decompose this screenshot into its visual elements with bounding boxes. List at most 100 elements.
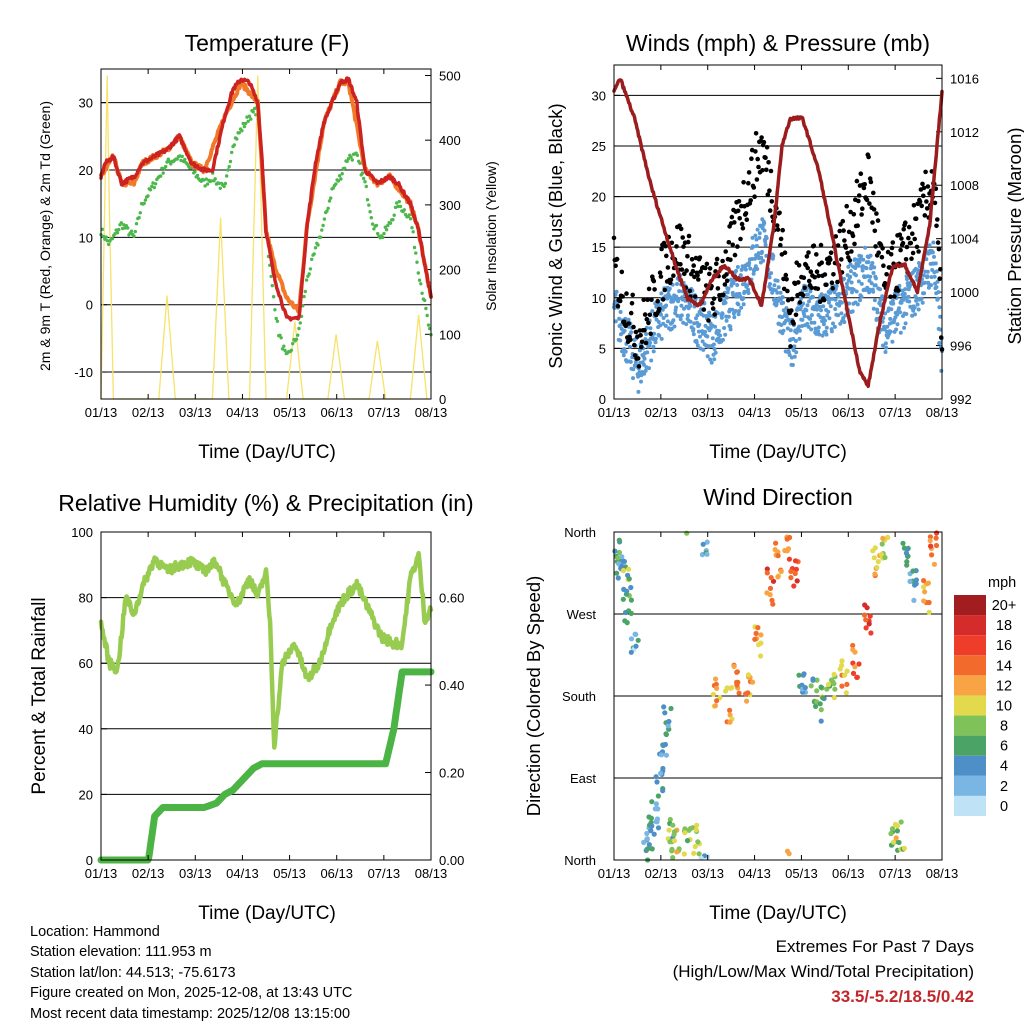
dewpoint-point xyxy=(142,201,146,206)
sonic-wind-point xyxy=(643,337,648,342)
gust-point xyxy=(723,249,728,254)
direction-point xyxy=(648,828,654,834)
gust-point xyxy=(888,294,893,300)
direction-point xyxy=(649,799,655,805)
sonic-wind-point xyxy=(905,277,909,282)
dewpoint-point xyxy=(146,194,150,198)
temperature-ylabel-left: 2m & 9m T (Red, Orange) & 2m Td (Green) xyxy=(37,101,53,371)
sonic-wind-point xyxy=(936,290,941,295)
direction-point xyxy=(663,752,670,758)
dewpoint-point xyxy=(355,153,360,157)
legend-label: 14 xyxy=(996,658,1012,674)
gust-point xyxy=(740,226,746,231)
gust-point xyxy=(849,249,854,254)
temperature-xtick-label: 08/13 xyxy=(415,405,448,420)
sonic-wind-point xyxy=(709,360,714,365)
humidity-xtick-label: 08/13 xyxy=(415,866,448,881)
sonic-wind-point xyxy=(722,326,727,330)
direction-point xyxy=(665,723,671,729)
sonic-wind-point xyxy=(857,260,862,265)
gust-point xyxy=(906,235,911,241)
sonic-wind-point xyxy=(706,344,711,349)
gust-point xyxy=(655,298,660,304)
dewpoint-point xyxy=(397,199,401,204)
sonic-wind-point xyxy=(808,316,813,321)
winds-ytick-label: 5 xyxy=(599,341,606,356)
dewpoint-point xyxy=(386,223,390,228)
direction-point xyxy=(904,562,910,568)
sonic-wind-point xyxy=(644,332,649,336)
gust-point xyxy=(714,256,720,262)
legend-label: 0 xyxy=(1000,799,1008,815)
gust-point xyxy=(767,208,773,213)
sonic-wind-point xyxy=(809,320,814,325)
dewpoint-point xyxy=(241,121,245,126)
dewpoint-point xyxy=(340,172,344,176)
direction-point xyxy=(684,838,691,844)
station-elevation: Station elevation: 111.953 m xyxy=(30,944,212,961)
sonic-wind-point xyxy=(705,334,710,339)
gust-point xyxy=(800,292,806,298)
gust-point xyxy=(728,257,733,263)
direction-ytick-label: East xyxy=(570,771,596,786)
direction-point xyxy=(796,672,802,678)
sonic-wind-point xyxy=(842,276,846,281)
direction-xtick-label: 03/13 xyxy=(691,866,724,881)
gust-point xyxy=(696,277,701,282)
sonic-wind-point xyxy=(899,300,904,305)
humidity-title: Relative Humidity (%) & Precipitation (i… xyxy=(58,490,473,516)
sonic-wind-point xyxy=(781,308,786,313)
sonic-wind-point xyxy=(804,308,809,313)
sonic-wind-point xyxy=(873,283,878,288)
sonic-wind-point xyxy=(936,296,940,301)
dewpoint-point xyxy=(106,242,111,247)
direction-point xyxy=(931,561,938,567)
direction-point xyxy=(933,535,939,541)
gust-point xyxy=(856,198,861,204)
direction-point xyxy=(867,613,873,619)
sonic-wind-point xyxy=(797,336,802,341)
sonic-wind-point xyxy=(851,287,856,292)
sonic-wind-point xyxy=(622,328,627,333)
sonic-wind-point xyxy=(874,276,878,281)
direction-point xyxy=(666,827,672,833)
sonic-wind-point xyxy=(678,317,683,322)
direction-point xyxy=(880,535,886,542)
sonic-wind-point xyxy=(815,307,819,312)
gust-point xyxy=(830,286,835,291)
dewpoint-point xyxy=(298,321,302,325)
legend-swatch xyxy=(954,715,986,736)
dewpoint-point xyxy=(304,278,309,282)
direction-point xyxy=(825,681,832,688)
direction-point xyxy=(764,570,770,576)
gust-point xyxy=(924,199,929,204)
sonic-wind-point xyxy=(712,357,717,362)
sonic-wind-point xyxy=(641,362,646,367)
direction-point xyxy=(644,846,651,852)
direction-point xyxy=(785,546,792,552)
direction-point xyxy=(628,636,635,642)
dewpoint-point xyxy=(203,184,207,188)
sonic-wind-point xyxy=(916,307,921,312)
direction-point xyxy=(714,698,720,704)
sonic-wind-point xyxy=(872,298,877,303)
sonic-wind-point xyxy=(871,306,876,311)
gust-point xyxy=(936,246,942,252)
sonic-wind-point xyxy=(823,318,827,323)
dewpoint-point xyxy=(246,119,250,124)
gust-point xyxy=(924,206,930,211)
sonic-wind-point xyxy=(769,271,774,276)
dewpoint-point xyxy=(213,177,217,181)
sonic-wind-point xyxy=(763,239,768,244)
direction-point xyxy=(704,551,710,557)
sonic-wind-point xyxy=(841,316,846,320)
gust-point xyxy=(919,203,924,209)
sonic-wind-point xyxy=(825,294,830,299)
sonic-wind-point xyxy=(756,251,761,256)
sonic-wind-point xyxy=(735,283,740,287)
humidity-xtick-label: 02/13 xyxy=(132,866,165,881)
sonic-wind-point xyxy=(867,287,872,292)
direction-point xyxy=(870,548,876,554)
sonic-wind-point xyxy=(883,341,888,346)
sonic-wind-point xyxy=(792,344,797,349)
